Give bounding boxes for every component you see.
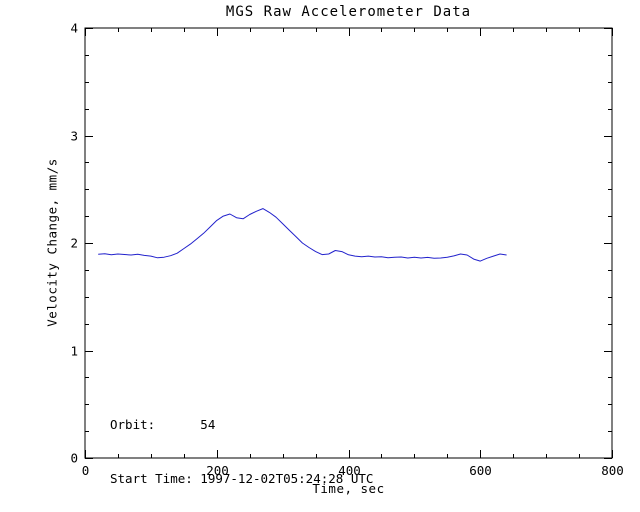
x-axis-label: Time, sec: [312, 481, 385, 496]
y-tick-label: 1: [70, 344, 78, 359]
x-tick-label: 0: [82, 463, 90, 478]
annotation-start-time: Start Time: 1997-12-02T05:24:28 UTC: [110, 471, 374, 486]
chart-title: MGS Raw Accelerometer Data: [225, 4, 472, 20]
y-tick-label: 0: [70, 451, 78, 466]
x-tick-label: 600: [469, 463, 492, 478]
y-axis-label: Velocity Change, mm/s: [44, 158, 60, 327]
annotation-block: Orbit: 54 Start Time: 1997-12-02T05:24:2…: [110, 380, 373, 512]
y-tick-label: 3: [70, 129, 78, 144]
x-tick-label: 800: [601, 463, 624, 478]
data-series-line: [98, 208, 507, 262]
x-tick-label: 200: [206, 463, 229, 478]
x-tick-label: 400: [338, 463, 361, 478]
y-tick-label: 4: [70, 21, 78, 36]
annotation-orbit: Orbit: 54: [110, 417, 216, 432]
y-tick-label: 2: [70, 236, 78, 251]
